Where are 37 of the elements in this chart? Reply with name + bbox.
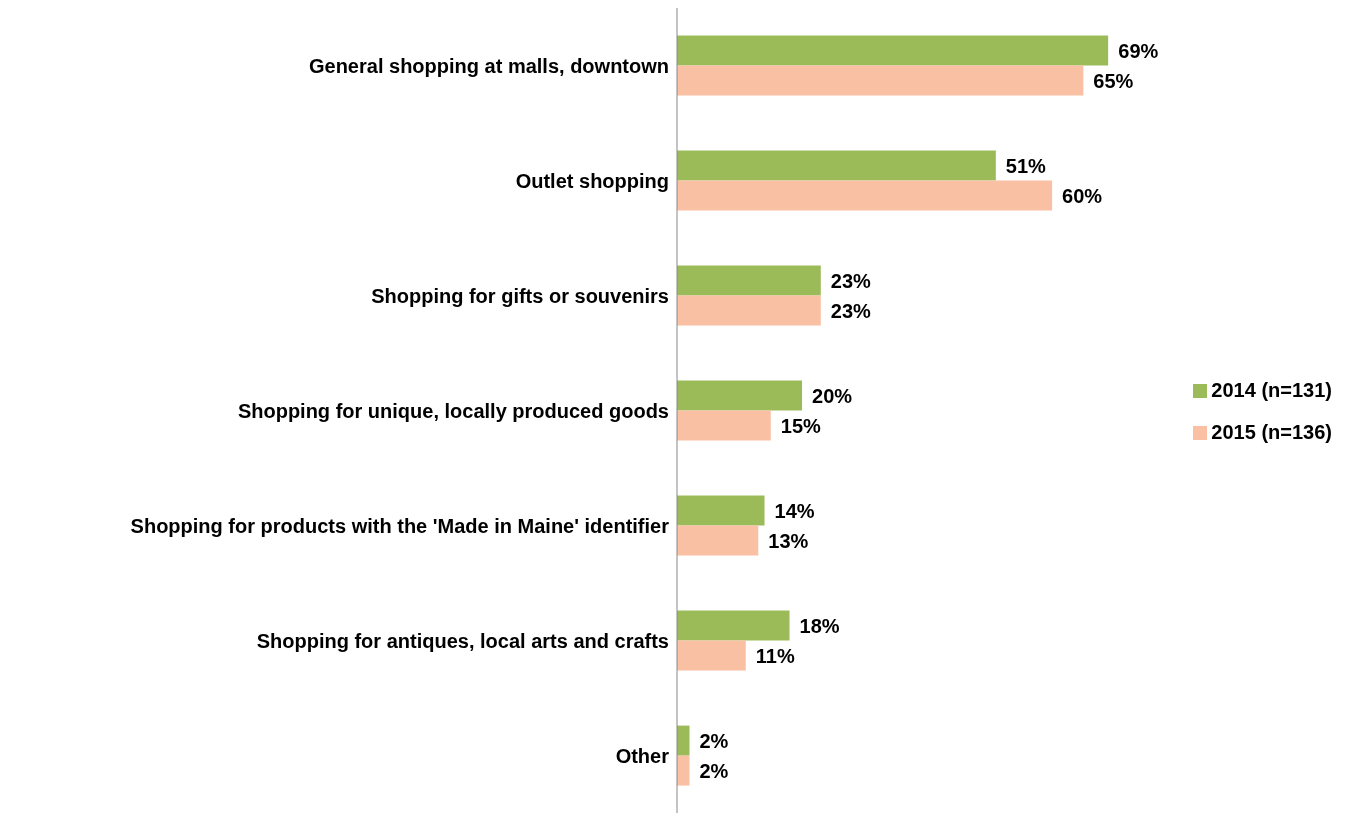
data-label: 11% bbox=[755, 644, 795, 667]
bar bbox=[677, 410, 771, 441]
bar bbox=[677, 150, 996, 181]
data-label: 69% bbox=[1118, 39, 1159, 62]
data-label: 23% bbox=[830, 299, 872, 322]
data-label: 15% bbox=[780, 414, 822, 437]
data-label: 13% bbox=[768, 529, 809, 552]
data-label: 65% bbox=[1093, 69, 1134, 92]
y-tick-label: Other bbox=[615, 744, 670, 767]
bar bbox=[677, 525, 759, 556]
data-label: 14% bbox=[774, 499, 815, 522]
legend-label: 2015 (n=136) bbox=[1211, 420, 1332, 443]
y-tick-label: Shopping for unique, locally produced goods bbox=[237, 399, 669, 422]
legend-label: 2014 (n=131) bbox=[1211, 378, 1332, 401]
data-label: 23% bbox=[830, 269, 872, 292]
bar bbox=[677, 65, 1084, 96]
bar bbox=[677, 35, 1109, 66]
y-tick-label: Shopping for products with the 'Made in Maine' identifier bbox=[130, 514, 670, 537]
y-tick-label: Shopping for gifts or souvenirs bbox=[371, 284, 669, 307]
y-tick-label: Shopping for antiques, local arts and crafts bbox=[256, 629, 669, 652]
data-label: 18% bbox=[799, 614, 840, 637]
bar bbox=[677, 755, 690, 786]
bar bbox=[677, 610, 790, 641]
bar bbox=[677, 295, 821, 326]
data-label: 2% bbox=[699, 729, 729, 752]
bar bbox=[677, 180, 1053, 211]
data-label: 60% bbox=[1062, 184, 1103, 207]
bar bbox=[677, 265, 821, 296]
bar bbox=[677, 725, 690, 756]
data-label: 51% bbox=[1005, 154, 1047, 177]
y-tick-label: Outlet shopping bbox=[515, 169, 669, 192]
data-label: 2% bbox=[699, 759, 729, 782]
bar bbox=[677, 380, 803, 411]
data-label: 20% bbox=[812, 384, 853, 407]
bar bbox=[677, 495, 765, 526]
bar bbox=[677, 640, 746, 671]
y-tick-label: General shopping at malls, downtown bbox=[308, 54, 669, 77]
